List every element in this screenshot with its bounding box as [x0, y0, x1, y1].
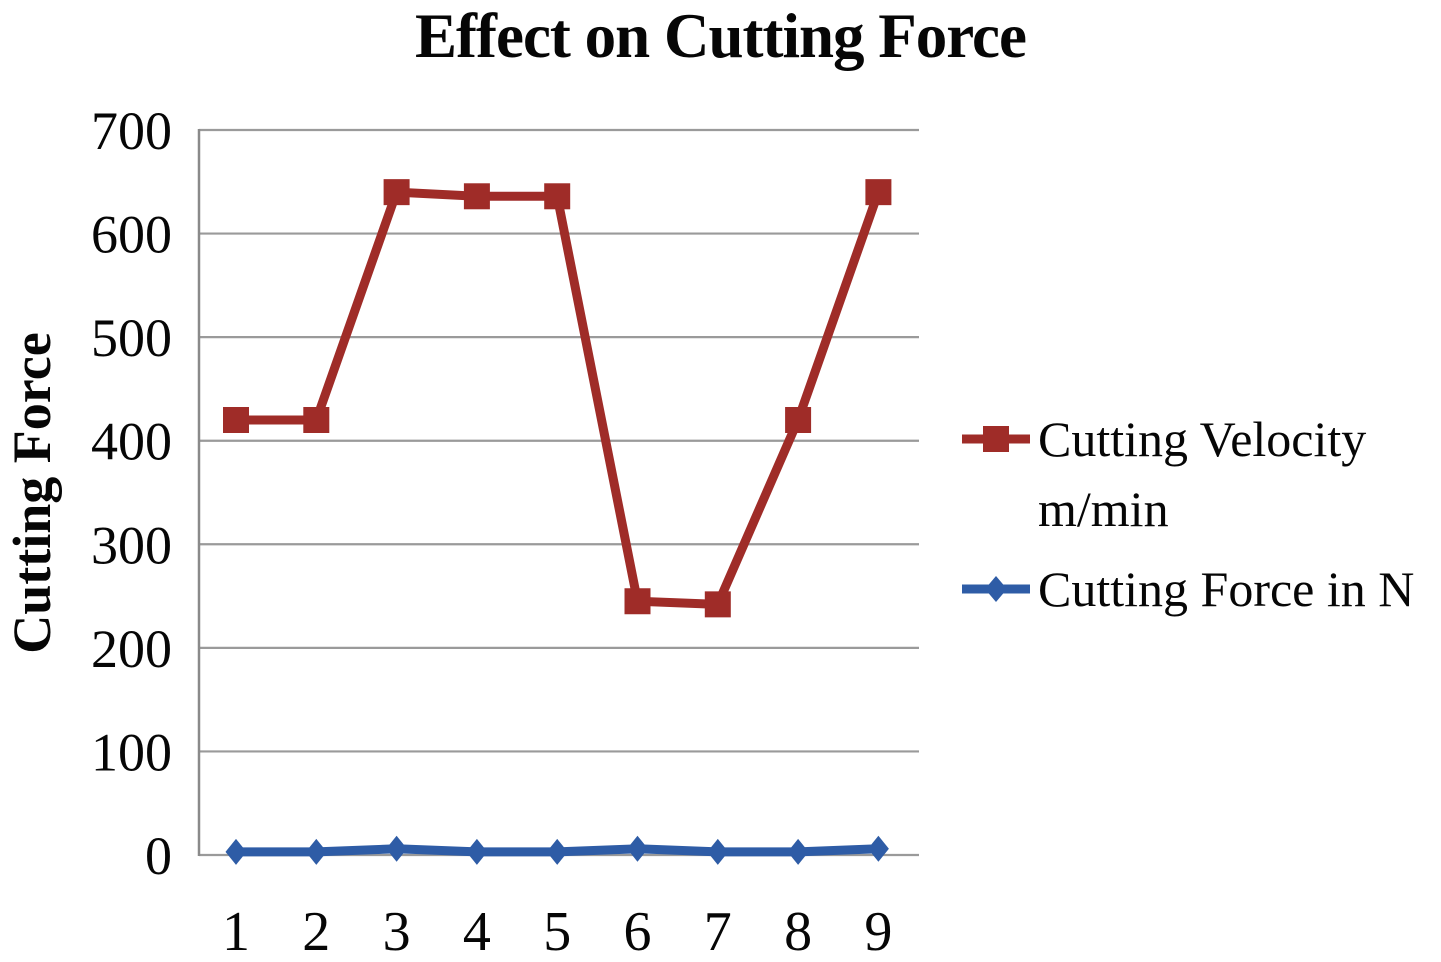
legend: Cutting Velocity m/min Cutting Force in N [962, 404, 1441, 624]
x-tick-label: 2 [302, 901, 330, 962]
series-line-cutting-velocity-m-min [236, 187, 883, 609]
marker-diamond [225, 838, 247, 865]
marker-square [544, 183, 571, 210]
marker-square [463, 183, 490, 210]
marker-square [624, 588, 651, 615]
marker-square [865, 179, 892, 206]
marker-diamond [627, 835, 648, 862]
x-tick-label: 6 [624, 901, 652, 962]
marker-diamond [386, 835, 408, 862]
marker-diamond [466, 838, 488, 865]
y-tick-label: 700 [91, 101, 172, 161]
marker-diamond [305, 838, 327, 865]
x-tick-label: 8 [784, 901, 812, 962]
y-tick-label: 100 [91, 722, 172, 782]
legend-label: Cutting Velocity m/min [1038, 411, 1367, 537]
x-tick-label: 7 [704, 901, 732, 962]
x-tick-label: 1 [222, 901, 250, 962]
marker-square [704, 591, 731, 618]
marker-square [785, 407, 812, 433]
x-tick-label: 4 [463, 901, 491, 962]
y-tick-label: 400 [91, 412, 172, 472]
y-tick-label: 500 [91, 308, 172, 368]
y-tick-label: 0 [145, 826, 172, 886]
x-tick-label: 3 [383, 901, 411, 962]
marker-diamond [546, 838, 568, 865]
x-tick-label: 5 [543, 901, 571, 962]
marker-diamond [867, 835, 889, 862]
legend-square-marker-icon [962, 426, 1030, 452]
y-tick-label: 200 [91, 619, 172, 679]
legend-diamond-marker-icon [962, 576, 1030, 602]
legend-label: Cutting Force in N [1038, 561, 1415, 617]
marker-diamond [707, 838, 729, 865]
marker-square [223, 407, 249, 433]
y-tick-label: 600 [91, 205, 172, 265]
x-tick-label: 9 [864, 901, 892, 962]
marker-square [383, 179, 410, 206]
marker-diamond [787, 838, 809, 865]
y-tick-label: 300 [91, 515, 172, 575]
marker-square [303, 407, 330, 433]
legend-item: Cutting Force in N [962, 554, 1441, 624]
chart-title: Effect on Cutting Force [415, 1, 1027, 71]
legend-item: Cutting Velocity m/min [962, 404, 1441, 544]
